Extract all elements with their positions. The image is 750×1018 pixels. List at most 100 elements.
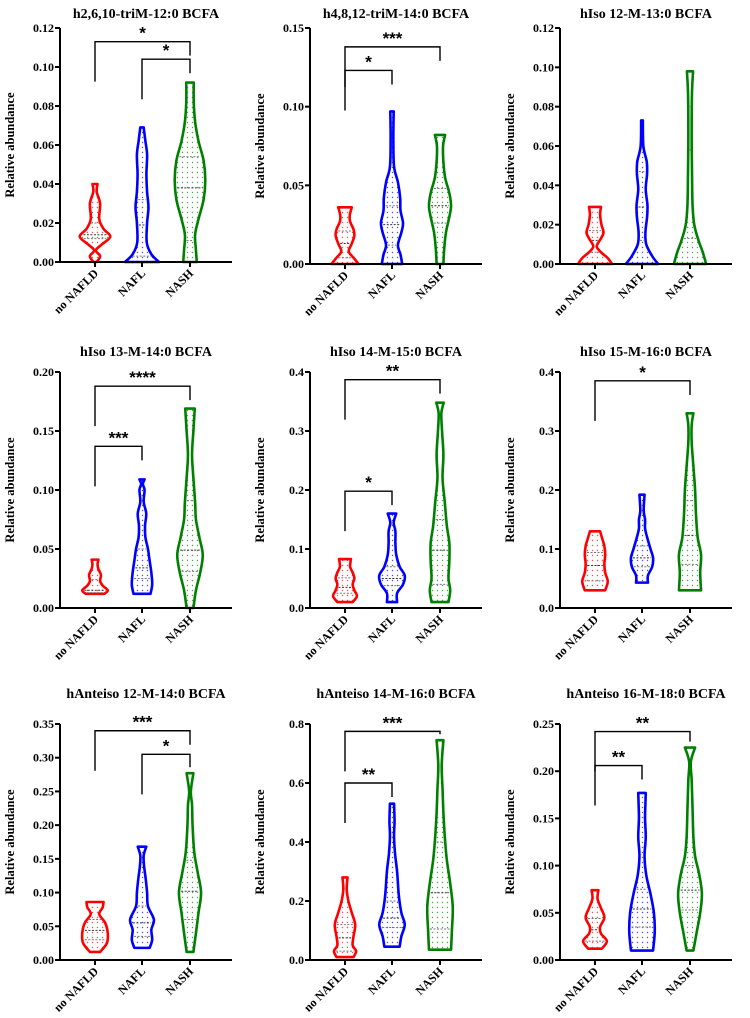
y-axis-label: Relative abundance xyxy=(3,789,17,895)
x-tick-label: NASH xyxy=(663,268,697,302)
significance-label: * xyxy=(365,473,372,492)
y-tick-label: 0.15 xyxy=(33,424,54,438)
y-axis-label: Relative abundance xyxy=(503,93,517,199)
y-tick-label: 0.02 xyxy=(533,218,554,232)
significance-bracket xyxy=(344,46,441,87)
y-tick-label: 0.6 xyxy=(289,776,304,790)
chart-panel: hIso 15-M-16:0 BCFA Relative abundance 0.0… xyxy=(503,345,732,662)
y-tick-label: 0.0 xyxy=(289,601,304,615)
y-axis-label: Relative abundance xyxy=(503,437,517,543)
significance-bracket xyxy=(344,490,393,532)
x-tick-label: NASH xyxy=(413,964,447,998)
violin-nash xyxy=(177,771,203,954)
y-tick-label: 0.05 xyxy=(283,178,304,192)
y-tick-label: 0.02 xyxy=(33,216,54,230)
y-tick-label: 0.05 xyxy=(33,542,54,556)
chart-title: hIso 14-M-15:0 BCFA xyxy=(330,345,463,360)
x-tick-label: NASH xyxy=(663,612,697,646)
significance-label: *** xyxy=(383,713,403,732)
chart-panel: hAnteiso 14-M-16:0 BCFA Relative abundanc… xyxy=(253,687,482,1014)
y-tick-label: 0.12 xyxy=(33,21,54,35)
significance-label: **** xyxy=(129,368,156,387)
x-tick-label: NAFL xyxy=(615,964,648,997)
y-tick-label: 0.15 xyxy=(533,811,554,825)
y-tick-label: 0.08 xyxy=(533,100,554,114)
y-tick-label: 0.04 xyxy=(533,178,554,192)
violin-nash xyxy=(175,407,205,610)
y-tick-label: 0.4 xyxy=(289,365,304,379)
y-tick-label: 0.06 xyxy=(33,138,54,152)
violin-nash xyxy=(677,412,703,592)
y-tick-label: 0.0 xyxy=(539,601,554,615)
violin-no-nafld xyxy=(80,558,110,596)
x-tick-label: NAFL xyxy=(115,964,148,997)
y-tick-label: 0.20 xyxy=(33,818,54,832)
violin-nash xyxy=(428,401,452,604)
x-tick-label: no NAFLD xyxy=(551,964,601,1014)
y-tick-label: 0.3 xyxy=(289,424,304,438)
y-tick-label: 0.08 xyxy=(33,99,54,113)
x-tick-label: NAFL xyxy=(615,268,648,301)
violin-nafl xyxy=(377,802,407,949)
violin-no-nafld xyxy=(80,900,110,954)
y-tick-label: 0.2 xyxy=(289,894,304,908)
violin-no-nafld xyxy=(581,888,609,950)
significance-label: ** xyxy=(386,362,400,381)
violin-nash xyxy=(173,81,207,264)
y-tick-label: 0.00 xyxy=(533,257,554,271)
significance-label: *** xyxy=(109,428,129,447)
significance-bracket xyxy=(594,730,691,772)
chart-title: hIso 12-M-13:0 BCFA xyxy=(580,7,713,22)
violin-nafl xyxy=(379,110,405,266)
significance-label: * xyxy=(163,736,170,755)
significance-label: ** xyxy=(612,748,626,767)
y-tick-label: 0.20 xyxy=(33,365,54,379)
violin-no-nafld xyxy=(330,206,360,266)
y-tick-label: 0.10 xyxy=(533,60,554,74)
chart-panel: hIso 12-M-13:0 BCFA Relative abundance 0.0… xyxy=(503,7,732,318)
chart-title: h4,8,12-triM-14:0 BCFA xyxy=(323,7,470,22)
x-tick-label: NAFL xyxy=(115,266,148,299)
y-tick-label: 0.05 xyxy=(533,906,554,920)
chart-title: h2,6,10-triM-12:0 BCFA xyxy=(73,7,220,22)
violin-nafl xyxy=(629,493,655,584)
x-tick-label: NASH xyxy=(413,612,447,646)
y-axis-label: Relative abundance xyxy=(3,92,17,198)
violin-nafl xyxy=(123,126,161,264)
x-tick-label: NAFL xyxy=(365,612,398,645)
y-tick-label: 0.30 xyxy=(33,751,54,765)
chart-title: hIso 13-M-14:0 BCFA xyxy=(80,345,213,360)
significance-bracket xyxy=(344,782,393,823)
y-tick-label: 0.00 xyxy=(33,601,54,615)
significance-bracket xyxy=(344,730,441,772)
y-tick-label: 0.00 xyxy=(33,953,54,967)
chart-title: hIso 15-M-16:0 BCFA xyxy=(580,345,713,360)
y-axis-label: Relative abundance xyxy=(253,93,267,199)
x-tick-label: NAFL xyxy=(115,612,148,645)
x-tick-label: NAFL xyxy=(365,268,398,301)
y-tick-label: 0.2 xyxy=(289,483,304,497)
y-tick-label: 0.00 xyxy=(283,257,304,271)
x-tick-label: NASH xyxy=(413,268,447,302)
y-tick-label: 0.15 xyxy=(33,852,54,866)
x-tick-label: NASH xyxy=(163,266,197,300)
y-tick-label: 0.25 xyxy=(33,784,54,798)
violin-nash xyxy=(676,746,704,952)
significance-label: *** xyxy=(133,713,153,732)
y-tick-label: 0.3 xyxy=(539,424,554,438)
significance-bracket xyxy=(94,445,143,487)
y-tick-label: 0.0 xyxy=(289,953,304,967)
x-tick-label: no NAFLD xyxy=(51,964,101,1014)
y-tick-label: 0.10 xyxy=(283,100,304,114)
x-tick-label: no NAFLD xyxy=(551,268,601,318)
violin-nafl xyxy=(377,512,407,604)
x-tick-label: NASH xyxy=(163,964,197,998)
y-tick-label: 0.00 xyxy=(33,255,54,269)
violin-no-nafld xyxy=(576,205,614,266)
significance-bracket xyxy=(94,40,191,82)
y-tick-label: 0.8 xyxy=(289,717,304,731)
chart-panel: h2,6,10-triM-12:0 BCFA Relative abundance… xyxy=(3,7,232,316)
y-tick-label: 0.4 xyxy=(539,365,554,379)
x-tick-label: no NAFLD xyxy=(301,964,351,1014)
x-tick-label: NAFL xyxy=(615,612,648,645)
